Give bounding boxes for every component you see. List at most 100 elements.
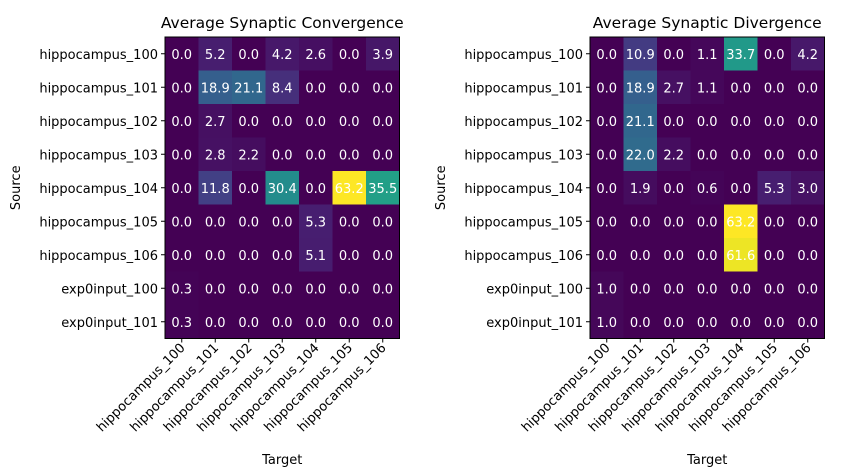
convergence-cell <box>232 171 266 205</box>
convergence-cell <box>366 305 400 339</box>
convergence-cell <box>332 305 367 339</box>
divergence-cell <box>757 204 792 239</box>
convergence-cell <box>299 137 333 172</box>
divergence-cell <box>657 305 691 339</box>
convergence-cell-label: 4.2 <box>272 48 293 63</box>
divergence-cell-label: 0.0 <box>730 316 751 331</box>
divergence-cell <box>757 137 792 172</box>
divergence-cell-label: 10.9 <box>626 48 655 63</box>
convergence-y-tick-label: hippocampus_106 <box>39 249 158 264</box>
divergence-cell-label: 0.0 <box>697 115 718 130</box>
divergence-cell <box>623 37 658 71</box>
convergence-cell-label: 0.0 <box>171 182 192 197</box>
divergence-y-axis-label: Source <box>434 165 449 210</box>
convergence-cell-label: 0.0 <box>339 282 360 297</box>
convergence-y-tick-label: exp0input_100 <box>61 282 158 297</box>
divergence-cell-label: 0.0 <box>663 316 684 331</box>
convergence-cell-label: 18.9 <box>201 81 230 96</box>
divergence-cell-label: 33.7 <box>726 48 755 63</box>
divergence-cell-label: 0.0 <box>764 282 785 297</box>
divergence-cell <box>690 238 725 272</box>
divergence-cell <box>724 137 758 172</box>
convergence-cell <box>299 171 333 205</box>
convergence-cell-label: 2.8 <box>205 148 226 163</box>
divergence-cell <box>590 305 624 339</box>
divergence-cell-label: 0.0 <box>697 282 718 297</box>
convergence-cell-label: 2.6 <box>305 48 326 63</box>
convergence-cell <box>232 271 266 306</box>
convergence-cell <box>332 271 367 306</box>
convergence-cell <box>265 70 300 105</box>
convergence-cell-label: 0.0 <box>305 282 326 297</box>
convergence-cell <box>198 238 233 272</box>
divergence-y-tick-label: hippocampus_104 <box>464 182 583 197</box>
convergence-cell-label: 0.0 <box>238 182 259 197</box>
divergence-cell <box>657 137 691 172</box>
divergence-y-tick-label: hippocampus_101 <box>464 81 583 96</box>
divergence-cell-label: 1.0 <box>596 316 617 331</box>
divergence-cell-label: 0.0 <box>730 282 751 297</box>
convergence-y-tick-label: hippocampus_101 <box>39 81 158 96</box>
divergence-cell-label: 21.1 <box>626 115 655 130</box>
divergence-cell <box>623 137 658 172</box>
divergence-cell-label: 0.0 <box>596 215 617 230</box>
convergence-cell-label: 0.0 <box>238 48 259 63</box>
convergence-cell-label: 0.0 <box>339 81 360 96</box>
divergence-cell <box>724 70 758 105</box>
convergence-cell-label: 0.0 <box>171 148 192 163</box>
convergence-cell <box>232 37 266 71</box>
divergence-cell <box>690 104 725 138</box>
convergence-cell <box>299 204 333 239</box>
convergence-cell-label: 0.0 <box>339 215 360 230</box>
divergence-cell-label: 0.0 <box>797 282 818 297</box>
divergence-cell <box>724 238 758 272</box>
divergence-cell-label: 0.0 <box>764 215 785 230</box>
divergence-cell-label: 0.0 <box>663 115 684 130</box>
divergence-cell <box>623 271 658 306</box>
convergence-cell <box>232 70 266 105</box>
convergence-cell-label: 0.0 <box>305 115 326 130</box>
convergence-x-axis-label: Target <box>261 453 302 468</box>
convergence-cell <box>299 271 333 306</box>
divergence-cell <box>724 37 758 71</box>
divergence-cell <box>757 70 792 105</box>
divergence-cell-label: 0.0 <box>697 148 718 163</box>
divergence-cell-label: 2.2 <box>663 148 684 163</box>
convergence-cell-label: 0.0 <box>272 249 293 264</box>
divergence-cell <box>724 171 758 205</box>
divergence-cell <box>757 171 792 205</box>
divergence-cell <box>623 171 658 205</box>
divergence-cell-label: 0.0 <box>764 81 785 96</box>
divergence-cell <box>757 238 792 272</box>
convergence-cell <box>332 104 367 138</box>
convergence-cell-label: 0.0 <box>272 316 293 331</box>
divergence-cell <box>623 238 658 272</box>
divergence-y-tick-label: exp0input_100 <box>486 282 583 297</box>
convergence-cell-label: 8.4 <box>272 81 293 96</box>
convergence-y-tick-label: exp0input_101 <box>61 316 158 331</box>
divergence-cell <box>657 37 691 71</box>
convergence-cell-label: 0.0 <box>171 215 192 230</box>
convergence-cell-label: 0.0 <box>372 148 393 163</box>
divergence-cell-label: 0.0 <box>596 48 617 63</box>
convergence-cell-label: 0.0 <box>272 215 293 230</box>
convergence-cell-label: 0.0 <box>238 249 259 264</box>
convergence-cell <box>198 37 233 71</box>
convergence-cell-label: 2.2 <box>238 148 259 163</box>
convergence-cell-label: 0.3 <box>171 282 192 297</box>
convergence-cell <box>232 204 266 239</box>
convergence-cell <box>165 70 199 105</box>
convergence-cell-label: 0.0 <box>305 148 326 163</box>
divergence-y-tick-label: exp0input_101 <box>486 316 583 331</box>
convergence-cell-label: 0.0 <box>238 115 259 130</box>
divergence-cell <box>791 104 825 138</box>
divergence-cell-label: 0.0 <box>764 148 785 163</box>
convergence-cell <box>265 305 300 339</box>
convergence-cell-label: 0.0 <box>339 316 360 331</box>
divergence-cell <box>791 238 825 272</box>
convergence-cell <box>232 305 266 339</box>
convergence-cell <box>299 37 333 71</box>
divergence-cell-label: 2.7 <box>663 81 684 96</box>
convergence-cell <box>232 238 266 272</box>
divergence-cell-label: 0.6 <box>697 182 718 197</box>
